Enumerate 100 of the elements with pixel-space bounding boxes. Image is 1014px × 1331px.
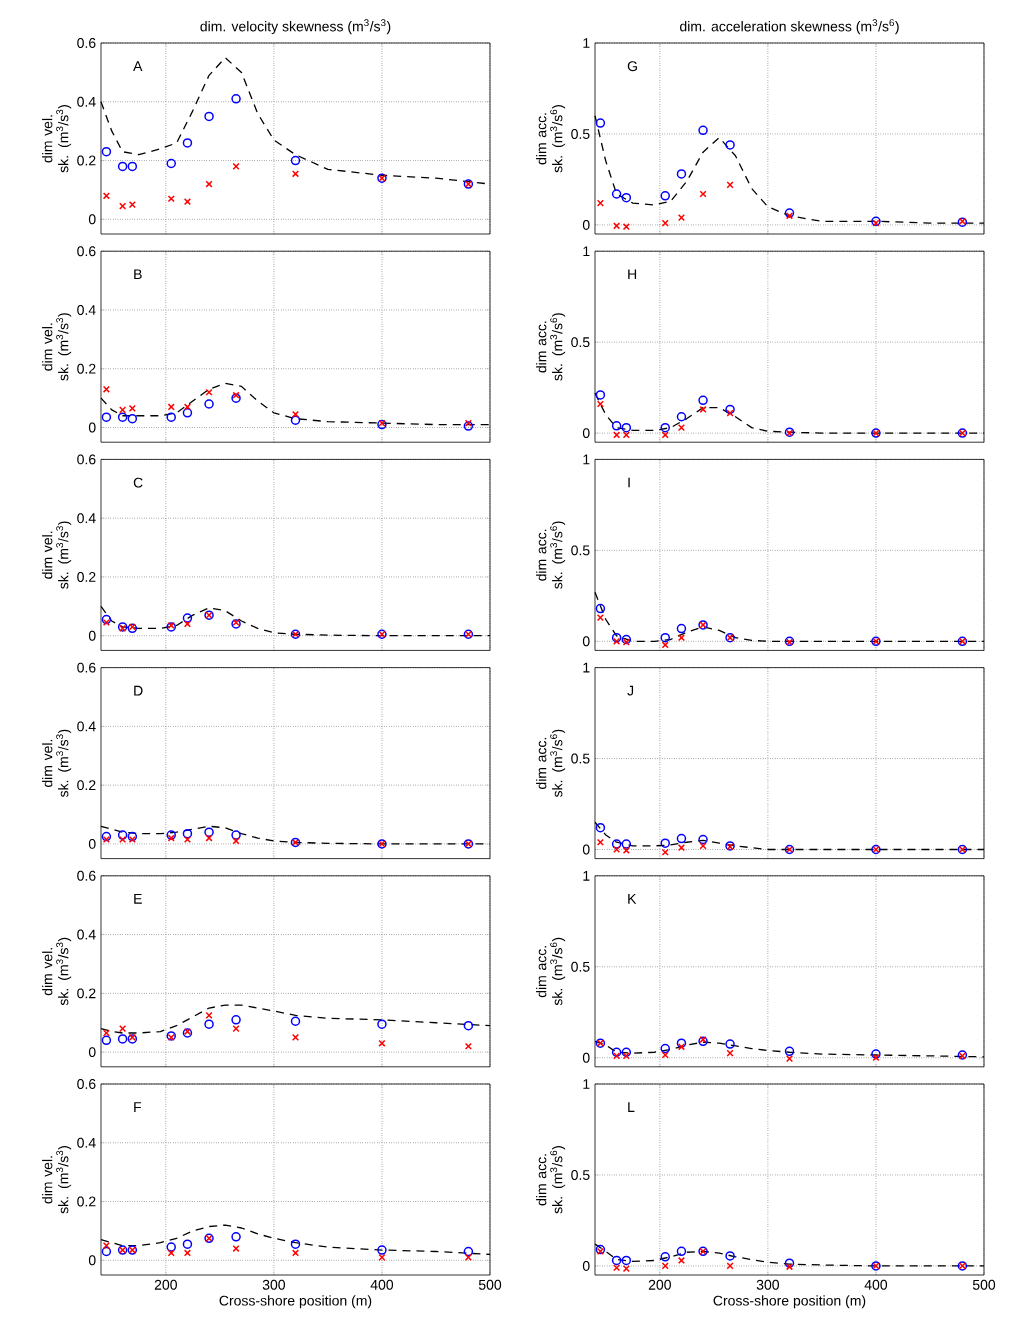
y-tick-label: 0.2 bbox=[77, 155, 96, 166]
y-tick-label: 0.5 bbox=[571, 337, 590, 348]
point bbox=[622, 1265, 630, 1273]
y-tick-label: 1 bbox=[583, 38, 590, 48]
y-tick-label: 0 bbox=[88, 630, 96, 641]
point bbox=[595, 390, 606, 400]
y-tick-label: 1 bbox=[583, 246, 590, 257]
annotation: F bbox=[134, 1102, 142, 1112]
point bbox=[182, 1239, 193, 1249]
point bbox=[205, 180, 213, 188]
chart-title: dim. acceleration skewness (m$^{3}$/s$^{6}$) bbox=[680, 19, 899, 35]
annotation: J bbox=[627, 685, 634, 696]
point bbox=[660, 1252, 670, 1262]
point bbox=[784, 1258, 795, 1268]
point bbox=[128, 201, 136, 209]
point bbox=[101, 412, 112, 422]
chart-title: dim. velocity skewness (m$^{3}$/s$^{3}$) bbox=[200, 19, 391, 35]
x-tick-label: 300 bbox=[756, 1279, 780, 1290]
point bbox=[231, 393, 241, 403]
point bbox=[231, 830, 241, 840]
point bbox=[101, 1035, 112, 1046]
point bbox=[166, 830, 176, 840]
point bbox=[595, 118, 606, 128]
point bbox=[166, 158, 176, 169]
point bbox=[596, 614, 604, 622]
point bbox=[101, 146, 112, 157]
point bbox=[463, 421, 474, 431]
point bbox=[698, 395, 708, 406]
point bbox=[377, 1019, 387, 1029]
y-tick-label: 0 bbox=[582, 428, 590, 439]
point bbox=[183, 620, 192, 628]
point bbox=[611, 839, 622, 849]
point bbox=[621, 422, 632, 433]
annotation: H bbox=[628, 269, 637, 280]
point bbox=[182, 138, 193, 148]
point bbox=[660, 422, 670, 433]
point bbox=[232, 1244, 240, 1253]
point bbox=[182, 613, 193, 623]
y-tick-label: 0.2 bbox=[77, 1196, 96, 1207]
point bbox=[183, 1249, 192, 1257]
y-tick-label: 0.4 bbox=[77, 96, 96, 107]
point bbox=[595, 822, 606, 833]
point bbox=[231, 94, 241, 104]
y-tick-label: 0.5 bbox=[571, 545, 590, 556]
point bbox=[183, 835, 192, 844]
point bbox=[676, 1246, 687, 1257]
point bbox=[204, 111, 214, 122]
annotation: K bbox=[628, 894, 637, 904]
point bbox=[290, 1016, 301, 1027]
point bbox=[871, 1049, 881, 1059]
point bbox=[725, 1251, 735, 1261]
point bbox=[676, 623, 687, 634]
y-tick-label: 0.6 bbox=[77, 454, 96, 465]
y-tick-label: 0.4 bbox=[77, 305, 96, 315]
point bbox=[726, 409, 734, 417]
point bbox=[661, 848, 669, 856]
point bbox=[698, 834, 708, 845]
x-tick-label: 200 bbox=[648, 1279, 671, 1290]
point bbox=[183, 403, 192, 411]
point bbox=[621, 192, 632, 203]
point bbox=[699, 405, 707, 414]
x-tick-label: 500 bbox=[972, 1279, 996, 1290]
point bbox=[117, 1034, 128, 1044]
point bbox=[117, 412, 128, 422]
point bbox=[660, 632, 670, 643]
point bbox=[611, 1047, 622, 1058]
y-tick-label: 1 bbox=[583, 454, 590, 465]
point bbox=[621, 634, 632, 645]
annotation: I bbox=[628, 477, 630, 488]
y-tick-label: 0 bbox=[582, 219, 590, 230]
point bbox=[596, 400, 604, 408]
annotation: G bbox=[627, 61, 637, 72]
point bbox=[621, 1047, 632, 1058]
y-tick-label: 0.2 bbox=[77, 571, 96, 582]
y-tick-label: 0.6 bbox=[77, 662, 96, 673]
y-tick-label: 1 bbox=[583, 662, 590, 673]
point bbox=[102, 1029, 110, 1037]
point bbox=[290, 155, 301, 166]
y-tick-label: 1 bbox=[583, 871, 590, 881]
point bbox=[119, 1025, 127, 1033]
y-tick-label: 0.5 bbox=[571, 753, 590, 764]
point bbox=[699, 190, 707, 198]
y-tick-label: 0.4 bbox=[77, 721, 96, 732]
annotation: E bbox=[134, 894, 142, 904]
point bbox=[621, 839, 632, 849]
point bbox=[127, 831, 138, 842]
x-tick-label: 500 bbox=[478, 1279, 502, 1290]
point bbox=[725, 1039, 735, 1049]
point bbox=[101, 614, 112, 625]
y-tick-label: 0.2 bbox=[77, 780, 96, 791]
point bbox=[102, 1242, 110, 1250]
point bbox=[204, 399, 214, 409]
annotation: L bbox=[628, 1102, 635, 1112]
point bbox=[784, 208, 795, 218]
y-tick-label: 0 bbox=[582, 844, 590, 855]
point bbox=[611, 421, 622, 431]
x-tick-label: 400 bbox=[370, 1279, 394, 1290]
point bbox=[464, 1253, 472, 1261]
y-tick-label: 0 bbox=[582, 1260, 590, 1271]
point bbox=[698, 125, 708, 136]
